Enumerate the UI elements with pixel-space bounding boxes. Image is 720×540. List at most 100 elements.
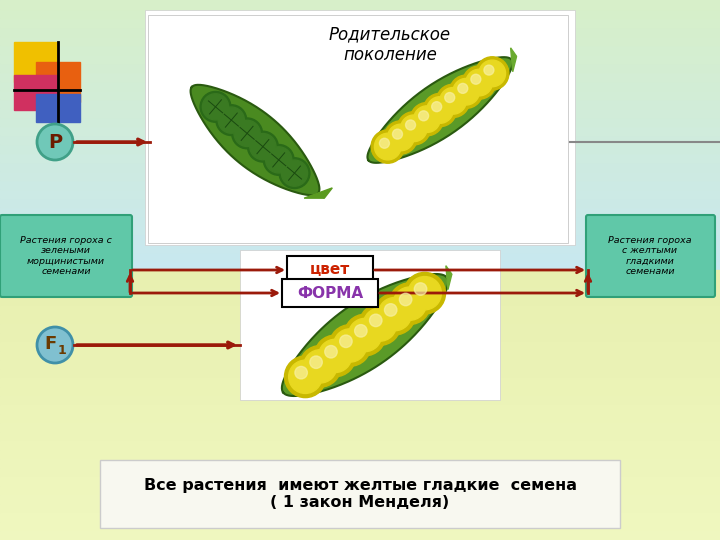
Circle shape <box>471 74 481 84</box>
Circle shape <box>427 97 454 123</box>
Bar <box>0 360 720 369</box>
Bar <box>0 279 720 288</box>
Bar <box>0 53 720 63</box>
Circle shape <box>304 350 337 383</box>
Bar <box>0 512 720 522</box>
Polygon shape <box>367 57 513 163</box>
Circle shape <box>300 346 341 387</box>
Bar <box>0 503 720 513</box>
Circle shape <box>266 147 292 173</box>
FancyBboxPatch shape <box>0 215 132 297</box>
FancyBboxPatch shape <box>287 256 373 284</box>
Bar <box>0 333 720 342</box>
Bar <box>0 152 720 162</box>
Circle shape <box>282 160 307 186</box>
Bar <box>0 296 720 306</box>
Circle shape <box>400 115 427 141</box>
Bar <box>0 287 720 297</box>
Bar <box>0 17 720 27</box>
Circle shape <box>315 335 356 377</box>
Bar <box>0 522 720 531</box>
Circle shape <box>389 283 431 325</box>
Bar <box>0 161 720 171</box>
Circle shape <box>359 303 401 346</box>
Text: Растения гороха
с желтыми
гладкими
семенами: Растения гороха с желтыми гладкими семен… <box>608 236 692 276</box>
Circle shape <box>413 106 440 132</box>
Bar <box>240 250 500 400</box>
Circle shape <box>476 57 509 90</box>
Bar <box>0 90 720 99</box>
Circle shape <box>378 298 412 330</box>
Circle shape <box>405 120 415 130</box>
Circle shape <box>344 314 386 356</box>
Text: Растения гороха с
зелеными
морщинистыми
семенами: Растения гороха с зелеными морщинистыми … <box>20 236 112 276</box>
Bar <box>0 144 720 153</box>
Circle shape <box>379 138 390 149</box>
Circle shape <box>453 78 480 105</box>
Bar <box>0 476 720 486</box>
FancyBboxPatch shape <box>282 279 378 307</box>
Bar <box>0 117 720 126</box>
Bar <box>0 314 720 324</box>
Bar <box>0 414 720 423</box>
Bar <box>0 198 720 207</box>
Circle shape <box>340 335 352 348</box>
Circle shape <box>232 118 263 149</box>
Bar <box>0 26 720 36</box>
Text: ФОРМА: ФОРМА <box>297 286 363 300</box>
Circle shape <box>408 276 441 310</box>
Circle shape <box>333 329 366 362</box>
Text: 1: 1 <box>58 343 66 356</box>
Circle shape <box>384 303 397 316</box>
Text: P: P <box>48 132 62 152</box>
Bar <box>0 107 720 117</box>
Circle shape <box>458 83 468 93</box>
Bar <box>0 0 720 9</box>
Polygon shape <box>512 56 516 72</box>
Polygon shape <box>308 288 431 377</box>
Circle shape <box>410 103 444 136</box>
Bar <box>0 134 720 144</box>
Circle shape <box>37 124 73 160</box>
Bar <box>0 36 720 45</box>
Polygon shape <box>446 266 452 278</box>
Circle shape <box>404 272 446 314</box>
Polygon shape <box>304 193 324 198</box>
Bar <box>0 341 720 351</box>
Circle shape <box>218 107 244 133</box>
Polygon shape <box>447 274 452 289</box>
Bar <box>0 260 720 270</box>
Polygon shape <box>390 69 498 147</box>
Bar <box>0 395 720 405</box>
Circle shape <box>387 124 414 151</box>
Bar <box>0 431 720 441</box>
Circle shape <box>234 120 260 146</box>
Bar <box>0 323 720 333</box>
Bar <box>0 242 720 252</box>
Circle shape <box>354 325 367 337</box>
Circle shape <box>484 65 494 75</box>
Bar <box>0 188 720 198</box>
Polygon shape <box>318 188 333 198</box>
Circle shape <box>414 283 427 295</box>
Circle shape <box>384 121 418 154</box>
Circle shape <box>37 327 73 363</box>
Bar <box>36 94 80 122</box>
Polygon shape <box>510 48 516 60</box>
Bar <box>14 42 58 82</box>
Circle shape <box>374 133 401 160</box>
Bar <box>148 15 568 243</box>
Circle shape <box>374 293 415 335</box>
Bar <box>0 269 720 279</box>
Bar <box>0 171 720 180</box>
Bar <box>0 387 720 396</box>
Bar <box>0 495 720 504</box>
Bar <box>0 225 720 234</box>
Bar <box>0 80 720 90</box>
Bar <box>0 449 720 459</box>
Bar <box>0 377 720 387</box>
Polygon shape <box>282 274 448 396</box>
Bar <box>0 125 720 135</box>
Bar <box>0 252 720 261</box>
Circle shape <box>400 293 412 306</box>
